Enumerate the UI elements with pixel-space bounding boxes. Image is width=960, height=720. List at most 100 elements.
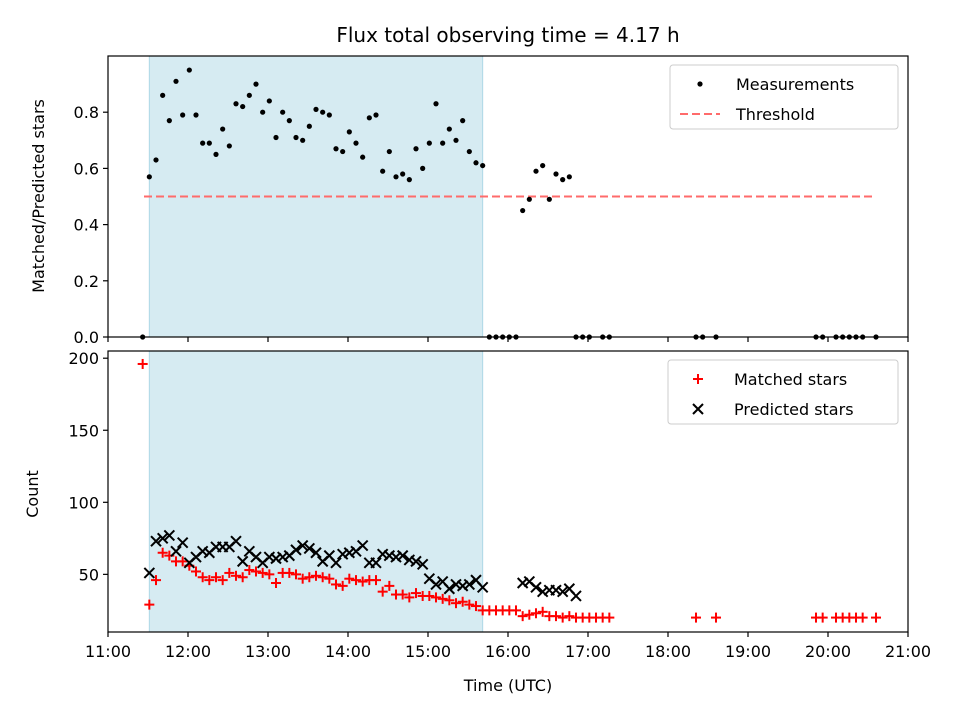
top-y-axis-label: Matched/Predicted stars <box>29 99 48 293</box>
measurement-point <box>200 140 206 146</box>
measurement-point <box>340 148 346 155</box>
predicted-point <box>263 551 276 563</box>
x-tick-label: 18:00 <box>645 642 691 661</box>
x-tick-label: 19:00 <box>725 642 771 661</box>
matched-point <box>451 598 461 609</box>
measurement-point <box>260 109 266 115</box>
measurement-point <box>320 109 326 115</box>
predicted-point <box>270 552 282 565</box>
measurement-point <box>280 109 286 115</box>
x-axis-label: Time (UTC) <box>463 676 552 695</box>
predicted-point <box>383 549 396 562</box>
matched-point <box>871 612 881 623</box>
predicted-point <box>410 555 422 568</box>
matched-point <box>431 592 441 603</box>
predicted-point <box>450 578 462 591</box>
measurement-point <box>146 174 152 180</box>
bottom-panel: 50 100 150 200 11:00 12:00 13:00 14:00 15:00 16:0… <box>68 349 931 661</box>
x-tick-label: 13:00 <box>245 642 291 661</box>
legend-box <box>669 64 899 130</box>
measurement-point <box>526 196 532 202</box>
predicted-point <box>230 535 242 547</box>
matched-point <box>304 572 315 583</box>
matched-point <box>224 567 235 578</box>
y-tick-label: 0.6 <box>74 159 99 178</box>
predicted-point <box>163 529 176 542</box>
measurement-point <box>380 168 386 174</box>
measurement-point <box>466 148 472 155</box>
matched-point <box>237 572 248 583</box>
matched-point <box>257 567 268 578</box>
predicted-point <box>403 554 416 566</box>
highlight-span <box>148 350 484 633</box>
matched-point <box>297 573 308 584</box>
matched-point <box>264 569 275 580</box>
measurement-point <box>540 162 546 169</box>
predicted-point <box>296 539 309 552</box>
top-panel: 0.0 0.2 0.4 0.6 0.8 Measurements Threshold <box>74 55 909 347</box>
matched-point <box>377 586 388 597</box>
matched-point <box>151 575 161 586</box>
predicted-point <box>330 557 342 569</box>
matched-point <box>317 572 328 583</box>
predicted-point <box>170 545 182 558</box>
measurement-point <box>333 146 339 152</box>
matched-point <box>137 358 148 369</box>
measurement-point <box>273 134 279 141</box>
measurement-point <box>520 207 526 214</box>
matched-point <box>197 572 208 583</box>
matched-point <box>244 565 255 576</box>
matched-point <box>411 588 421 599</box>
measurement-point <box>246 92 252 98</box>
predicted-point <box>376 548 389 560</box>
measurement-point <box>426 140 432 146</box>
matched-point <box>384 580 395 591</box>
matched-point <box>144 599 155 610</box>
predicted-point <box>516 577 529 589</box>
measurement-point <box>453 137 459 143</box>
predicted-point <box>276 551 289 563</box>
matched-point <box>551 611 561 622</box>
predicted-point <box>370 557 382 569</box>
measurement-point <box>473 160 479 166</box>
matched-point <box>557 612 568 623</box>
measurement-point <box>553 171 559 177</box>
y-tick-label: 50 <box>79 565 99 584</box>
measurement-point <box>206 140 212 146</box>
measurement-point <box>400 171 406 177</box>
x-tick-label: 11:00 <box>85 642 131 661</box>
matched-point <box>351 575 361 586</box>
measurement-point <box>353 140 359 146</box>
predicted-point <box>476 581 489 594</box>
matched-point <box>371 575 381 586</box>
y-tick-label: 0.2 <box>74 272 99 291</box>
matched-point <box>331 579 341 590</box>
predicted-point <box>303 542 316 555</box>
predicted-point <box>443 583 456 595</box>
matched-point <box>397 589 408 600</box>
predicted-point <box>176 536 189 549</box>
measurement-point <box>433 101 439 107</box>
legend-box <box>667 359 899 425</box>
x-tick-label: 16:00 <box>485 642 531 661</box>
matched-point <box>511 605 521 616</box>
matched-point <box>817 612 828 623</box>
matched-point <box>157 547 168 558</box>
matched-point <box>564 611 575 622</box>
matched-point <box>271 578 281 589</box>
x-tick-label: 12:00 <box>165 642 211 661</box>
measurement-point <box>173 78 179 84</box>
legend-label: Matched stars <box>734 370 847 389</box>
measurement-point <box>153 157 159 163</box>
legend-measurement-swatch <box>697 81 703 87</box>
matched-point <box>711 612 721 623</box>
series-matched-stars <box>137 358 881 623</box>
matched-point <box>424 590 435 601</box>
predicted-point <box>556 585 569 598</box>
measurement-point <box>193 112 199 118</box>
measurement-point <box>420 165 426 171</box>
predicted-point <box>396 549 409 562</box>
predicted-point <box>290 544 302 556</box>
predicted-point <box>336 548 349 560</box>
